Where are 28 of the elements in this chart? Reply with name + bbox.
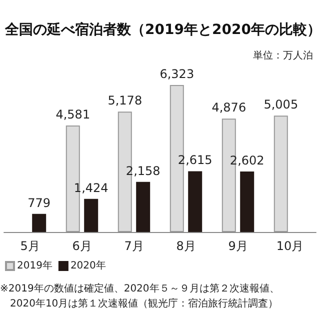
data-label: 779 bbox=[28, 196, 51, 210]
data-label: 4,581 bbox=[56, 108, 90, 122]
data-label: 5,005 bbox=[264, 98, 298, 112]
data-label: 6,323 bbox=[160, 67, 194, 81]
bar bbox=[188, 171, 202, 232]
text: ※2019年の数値は確定値、2020年５～９月は第２次速報値、 bbox=[0, 282, 280, 294]
bar bbox=[274, 116, 288, 232]
bar bbox=[32, 214, 46, 232]
x-tick-label: 6月 bbox=[72, 239, 92, 253]
x-tick-label: 8月 bbox=[176, 239, 196, 253]
x-tick-label: 10月 bbox=[276, 239, 304, 253]
data-label: 2,602 bbox=[230, 154, 264, 168]
bar bbox=[240, 172, 254, 232]
data-label: 2,158 bbox=[126, 164, 160, 178]
x-tick-label: 9月 bbox=[228, 239, 248, 253]
legend-label: 2020年 bbox=[70, 260, 106, 272]
chart-subtitle: 単位：万人泊 bbox=[253, 50, 313, 62]
text: 2020年10月は第１次速報値（観光庁：宿泊旅行統計調査） bbox=[10, 298, 278, 310]
legend-label: 2019年 bbox=[17, 260, 52, 272]
x-tick-label: 7月 bbox=[124, 239, 144, 253]
bar bbox=[136, 182, 150, 232]
data-label: 4,876 bbox=[212, 100, 246, 115]
data-label: 1,424 bbox=[74, 180, 108, 195]
data-label: 5,178 bbox=[108, 94, 142, 108]
chart-title: 全国の延べ宿泊者数（2019年と2020年の比較） bbox=[4, 21, 320, 38]
bar bbox=[84, 198, 98, 232]
x-tick-label: 5月 bbox=[20, 239, 40, 253]
data-label: 2,615 bbox=[178, 153, 212, 168]
